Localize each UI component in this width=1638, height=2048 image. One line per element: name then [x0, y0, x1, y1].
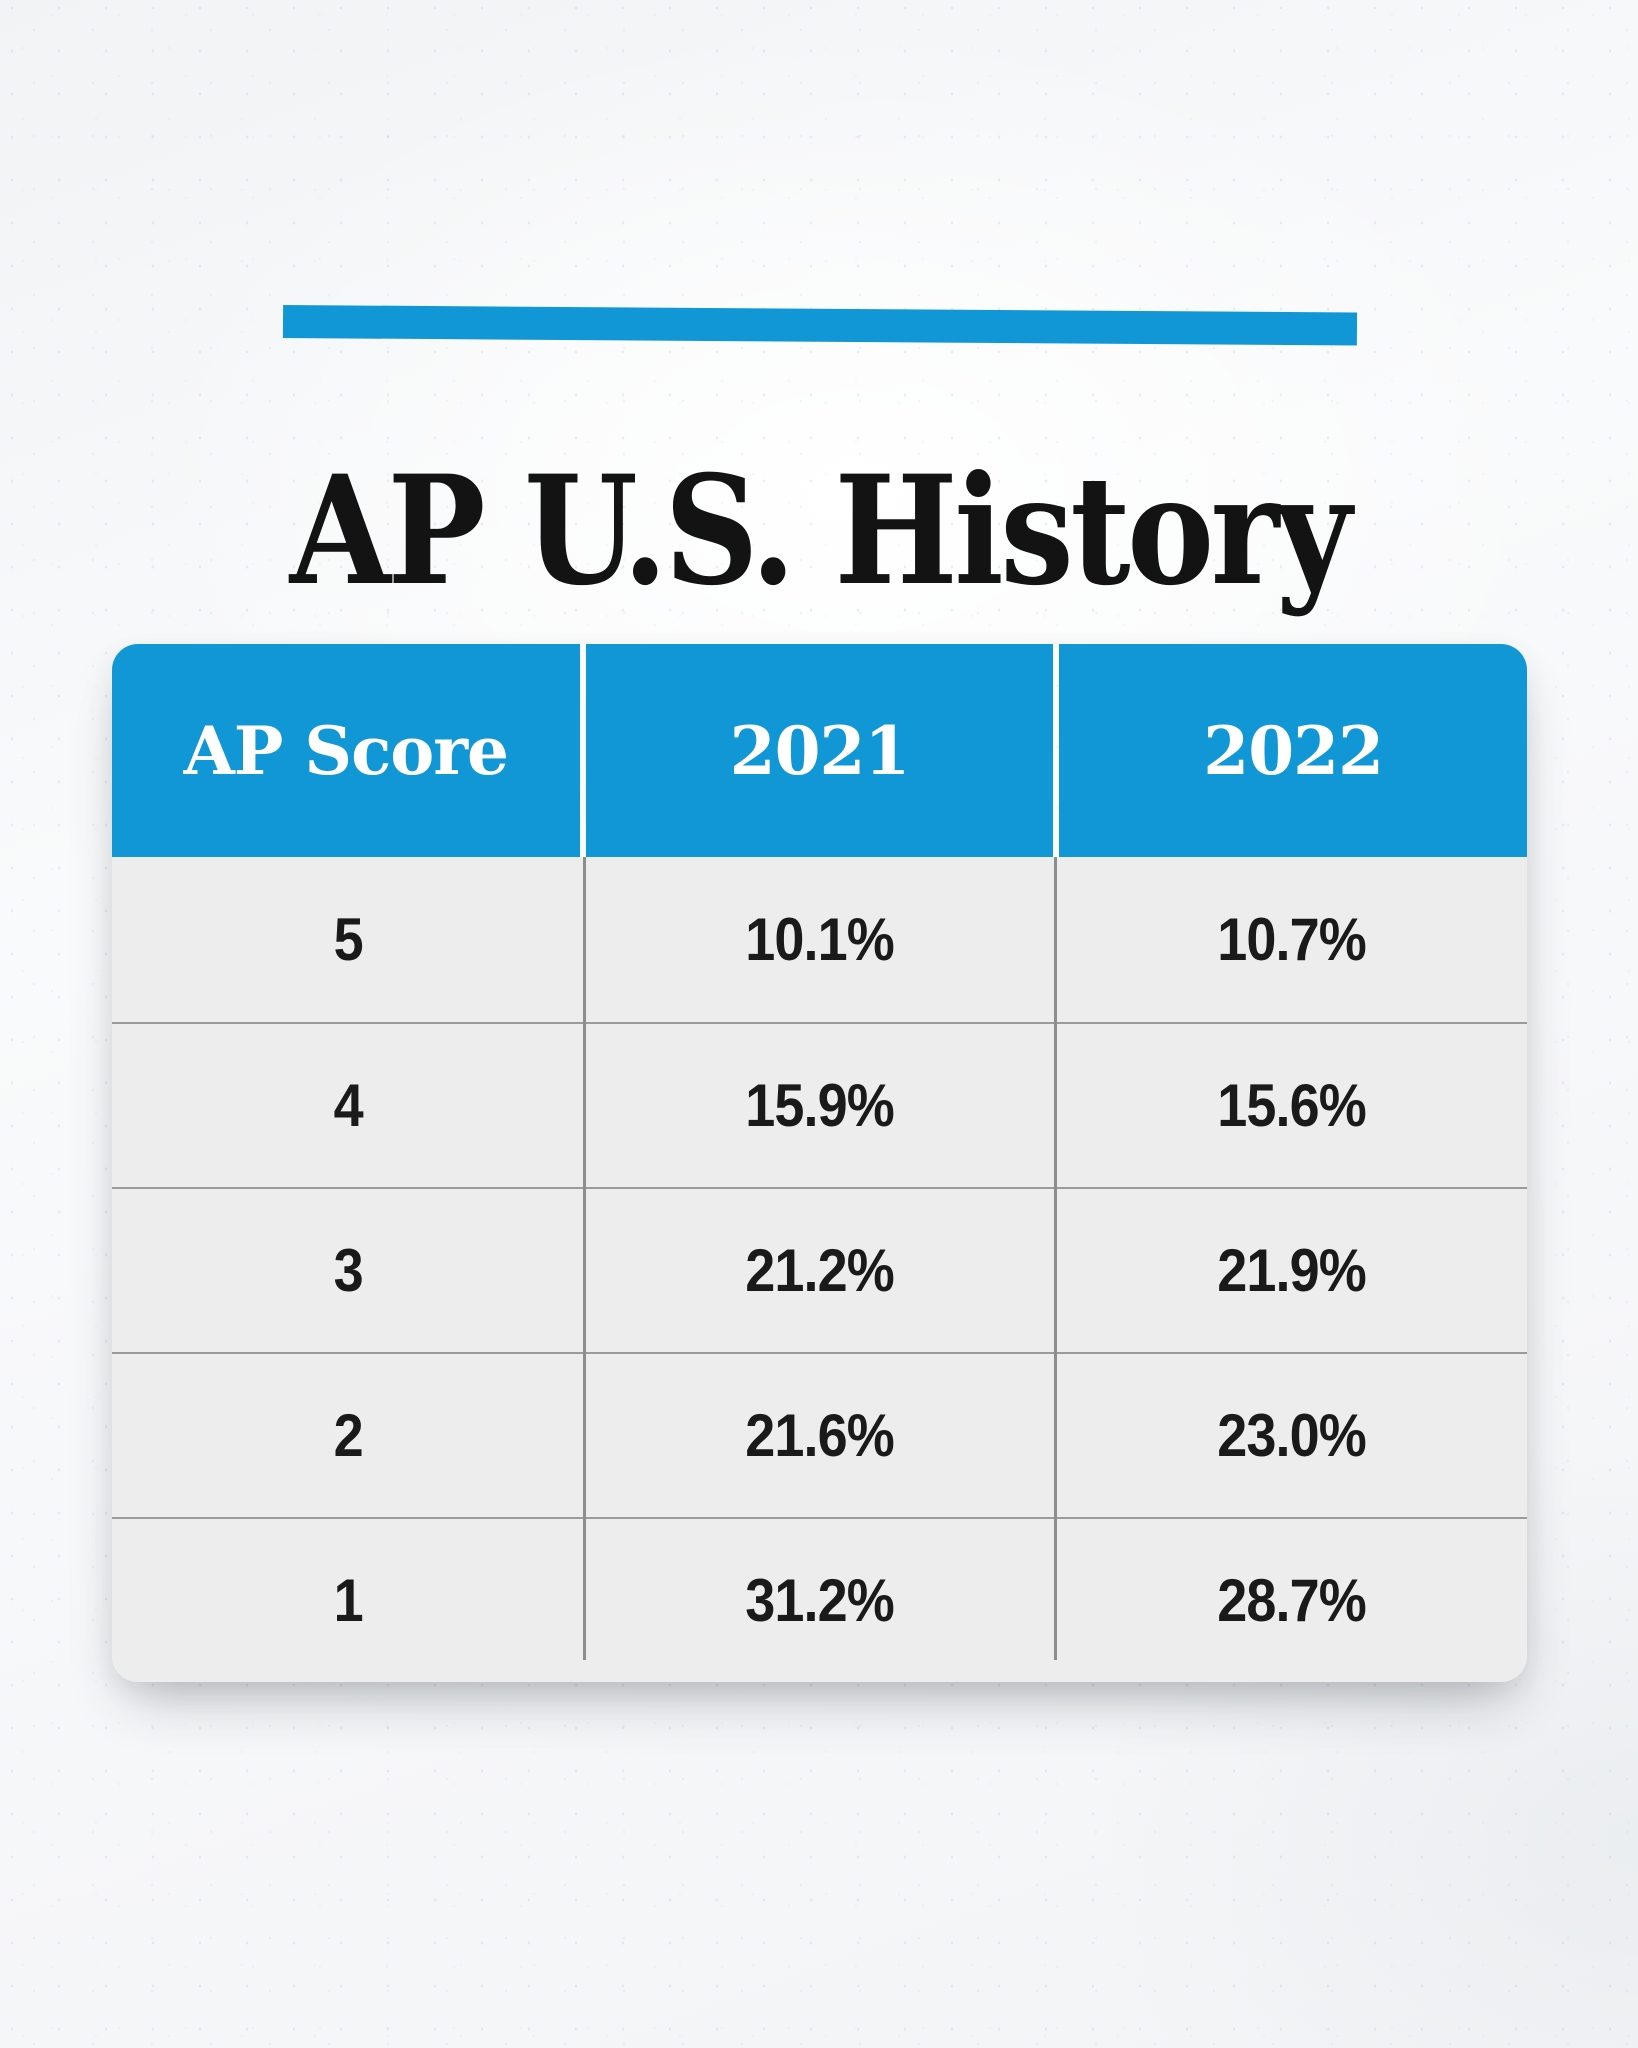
table-row: 4 15.9% 15.6% — [112, 1022, 1527, 1187]
value-cell-2021: 10.1% — [745, 906, 895, 973]
header-cell-ap-score: AP Score — [112, 644, 580, 857]
value-cell-2021: 31.2% — [745, 1567, 895, 1634]
value-cell-2022: 10.7% — [1216, 906, 1367, 973]
value-cell-2021: 21.6% — [745, 1402, 895, 1469]
score-cell: 1 — [333, 1567, 363, 1634]
page-title: AP U.S. History — [289, 442, 1352, 619]
value-cell-2022: 15.6% — [1216, 1072, 1367, 1139]
table-body: 5 10.1% 10.7% 4 15.9% 15.6% 3 21.2% 21.9… — [112, 857, 1527, 1682]
table-row: 5 10.1% 10.7% — [112, 857, 1527, 1022]
value-cell-2021: 21.2% — [745, 1237, 895, 1304]
score-cell: 5 — [333, 906, 363, 973]
score-cell: 2 — [333, 1402, 363, 1469]
header-cell-2022: 2022 — [1059, 644, 1527, 857]
table-row: 2 21.6% 23.0% — [112, 1352, 1527, 1517]
table-row: 1 31.2% 28.7% — [112, 1517, 1527, 1682]
table-row: 3 21.2% 21.9% — [112, 1187, 1527, 1352]
score-cell: 3 — [333, 1237, 363, 1304]
table-header-row: AP Score 2021 2022 — [112, 644, 1527, 857]
header-cell-2021: 2021 — [585, 644, 1054, 857]
value-cell-2022: 21.9% — [1216, 1237, 1367, 1304]
score-cell: 4 — [333, 1072, 363, 1139]
column-divider — [582, 857, 586, 1660]
column-divider — [1054, 857, 1058, 1660]
value-cell-2022: 23.0% — [1216, 1402, 1367, 1469]
ap-score-table: AP Score 2021 2022 5 10.1% 10.7% 4 15.9%… — [112, 644, 1527, 1682]
value-cell-2022: 28.7% — [1216, 1567, 1367, 1634]
value-cell-2021: 15.9% — [745, 1072, 895, 1139]
title-accent-bar — [282, 305, 1358, 346]
